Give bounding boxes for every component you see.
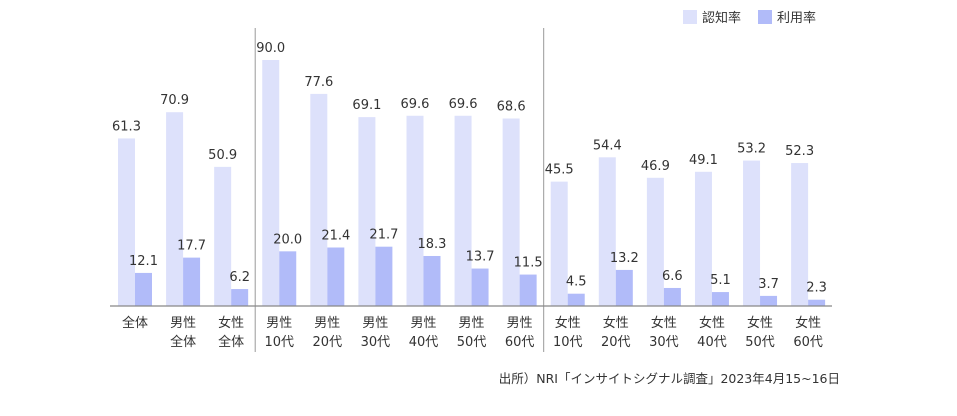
data-label: 77.6: [304, 75, 333, 90]
bar-awareness: [166, 112, 184, 306]
x-tick-label: 男性: [507, 316, 533, 331]
data-label: 69.6: [449, 97, 478, 112]
x-tick-label: 全体: [122, 315, 148, 331]
x-tick-label: 男性: [410, 316, 436, 331]
bar-awareness: [646, 177, 664, 306]
data-label: 69.1: [352, 98, 381, 113]
data-label: 13.7: [466, 250, 495, 265]
bar-usage: [567, 293, 585, 306]
x-tick-label: 20代: [313, 335, 343, 350]
bar-awareness: [118, 138, 135, 306]
data-label: 2.3: [806, 281, 827, 296]
x-tick-label: 20代: [601, 335, 631, 350]
bar-usage: [183, 257, 201, 306]
bar-awareness: [358, 117, 376, 306]
x-tick-label: 男性: [362, 316, 388, 331]
x-tick-label: 女性: [747, 315, 773, 331]
data-label: 18.3: [418, 237, 447, 252]
bar-awareness: [598, 157, 616, 306]
bar-awareness: [743, 160, 761, 306]
legend-label: 利用率: [777, 10, 816, 26]
legend-label: 認知率: [702, 10, 741, 26]
data-label: 21.7: [369, 228, 398, 243]
data-label: 3.7: [758, 277, 779, 292]
data-label: 50.9: [208, 148, 237, 163]
bar-usage: [808, 299, 826, 306]
bar-usage: [663, 287, 681, 306]
data-label: 6.6: [662, 269, 683, 284]
x-tick-label: 男性: [459, 316, 485, 331]
data-label: 46.9: [641, 159, 670, 174]
x-tick-label: 40代: [409, 335, 439, 350]
bar-awareness: [454, 115, 472, 306]
x-tick-label: 男性: [266, 316, 292, 331]
x-tick-label: 10代: [264, 335, 294, 350]
x-tick-label: 女性: [651, 315, 677, 331]
x-tick-label: 60代: [505, 335, 535, 350]
bar-awareness: [262, 60, 280, 306]
bar-awareness: [694, 171, 712, 306]
bar-usage: [231, 289, 249, 306]
legend-swatch: [758, 10, 772, 24]
data-label: 4.5: [566, 275, 587, 290]
x-tick-label: 50代: [745, 335, 775, 350]
x-tick-label: 女性: [218, 315, 244, 331]
data-label: 54.4: [593, 138, 622, 153]
bar-usage: [615, 269, 633, 306]
x-tick-label: 50代: [457, 335, 487, 350]
data-label: 68.6: [497, 99, 526, 114]
data-label: 49.1: [689, 153, 718, 168]
bar-awareness: [502, 118, 520, 306]
data-label: 5.1: [710, 273, 731, 288]
bar-awareness: [791, 163, 809, 306]
bar-usage: [135, 272, 152, 306]
x-tick-label: 男性: [170, 316, 196, 331]
x-tick-label: 男性: [314, 316, 340, 331]
x-tick-label: 女性: [603, 315, 629, 331]
bar-awareness: [310, 93, 328, 306]
data-label: 12.1: [129, 254, 158, 269]
x-tick-label: 女性: [795, 315, 821, 331]
x-tick-label: 全体: [170, 334, 196, 350]
bar-usage: [375, 246, 393, 306]
x-tick-label: 60代: [793, 335, 823, 350]
bar-usage: [760, 295, 778, 306]
data-label: 90.0: [256, 41, 285, 56]
bar-awareness: [214, 166, 232, 306]
x-tick-label: 女性: [699, 315, 725, 331]
data-label: 45.5: [545, 163, 574, 178]
x-tick-label: 30代: [361, 335, 391, 350]
bar-usage: [279, 251, 297, 306]
data-label: 61.3: [112, 119, 141, 134]
data-label: 6.2: [229, 270, 250, 285]
bar-usage: [327, 247, 345, 306]
legend-swatch: [683, 10, 697, 24]
source-note: 出所）NRI「インサイトシグナル調査」2023年4月15~16日: [498, 371, 840, 386]
data-label: 20.0: [273, 232, 302, 247]
x-tick-label: 40代: [697, 335, 727, 350]
data-label: 69.6: [401, 97, 430, 112]
bar-awareness: [406, 115, 424, 306]
x-tick-label: 10代: [553, 335, 583, 350]
data-label: 53.2: [737, 142, 766, 157]
x-tick-label: 全体: [218, 334, 244, 350]
bar-usage: [471, 268, 489, 306]
x-tick-label: 30代: [649, 335, 679, 350]
x-tick-label: 女性: [555, 315, 581, 331]
data-label: 21.4: [321, 229, 350, 244]
bar-usage: [423, 255, 441, 306]
data-label: 70.9: [160, 93, 189, 108]
data-label: 52.3: [785, 144, 814, 159]
data-label: 13.2: [610, 251, 639, 266]
data-label: 11.5: [514, 256, 543, 271]
bar-usage: [711, 292, 729, 306]
data-label: 17.7: [177, 239, 206, 254]
bar-awareness: [550, 181, 568, 306]
bar-usage: [519, 274, 537, 306]
